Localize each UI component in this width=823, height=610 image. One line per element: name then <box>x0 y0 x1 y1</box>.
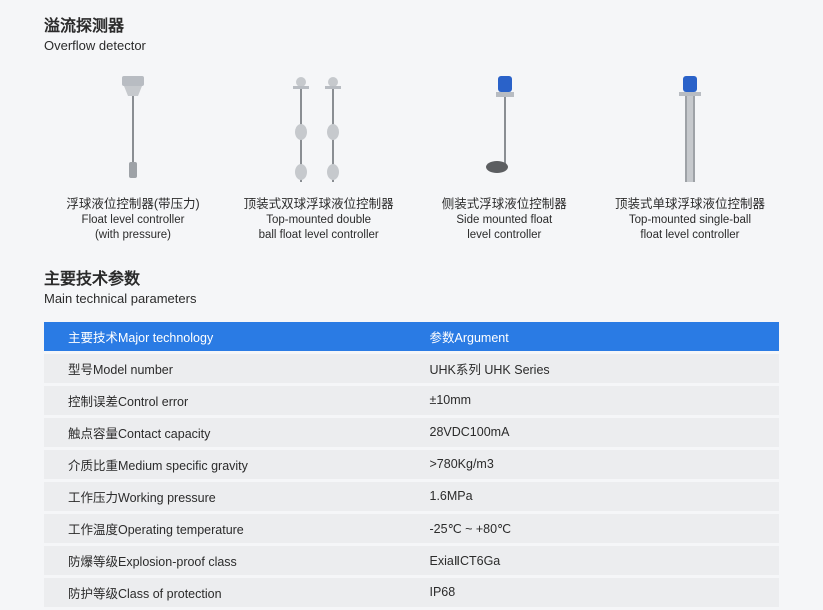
table-row: 介质比重Medium specific gravity >780Kg/m3 <box>44 448 779 480</box>
params-section: 主要技术参数 Main technical parameters <box>44 265 779 306</box>
table-row: 工作温度Operating temperature -25℃ ~ +80℃ <box>44 512 779 544</box>
product-name-cn: 浮球液位控制器(带压力) <box>44 193 222 212</box>
product-image <box>44 71 222 191</box>
table-header-val: 参数Argument <box>412 322 780 353</box>
table-row: 防护等级Class of protection IP68 <box>44 576 779 608</box>
table-row: 控制误差Control error ±10mm <box>44 384 779 416</box>
page-title-en: Overflow detector <box>44 38 779 53</box>
table-row: 触点容量Contact capacity 28VDC100mA <box>44 416 779 448</box>
table-cell-key: 介质比重Medium specific gravity <box>44 448 412 480</box>
product-image <box>601 71 779 191</box>
product-name-cn: 侧装式浮球液位控制器 <box>415 193 593 212</box>
table-cell-key: 工作温度Operating temperature <box>44 512 412 544</box>
product-name-en: Float level controller <box>44 213 222 227</box>
product-card: 顶装式双球浮球液位控制器 Top-mounted double ball flo… <box>230 71 408 243</box>
table-cell-val: >780Kg/m3 <box>412 448 780 480</box>
top-mounted-double-ball-icon <box>279 74 359 189</box>
params-title-cn: 主要技术参数 <box>44 265 779 289</box>
product-name-en: Side mounted float <box>415 213 593 227</box>
product-name-en-2: level controller <box>415 228 593 242</box>
product-card: 侧装式浮球液位控制器 Side mounted float level cont… <box>415 71 593 243</box>
product-name-cn: 顶装式单球浮球液位控制器 <box>601 193 779 212</box>
table-cell-val: ExiaⅡCT6Ga <box>412 544 780 576</box>
params-table: 主要技术Major technology 参数Argument 型号Model … <box>44 322 779 610</box>
product-image <box>415 71 593 191</box>
table-header-row: 主要技术Major technology 参数Argument <box>44 322 779 353</box>
table-cell-key: 防护等级Class of protection <box>44 576 412 608</box>
table-row: 防爆等级Explosion-proof class ExiaⅡCT6Ga <box>44 544 779 576</box>
product-name-en-2: float level controller <box>601 228 779 242</box>
table-row: 工作压力Working pressure 1.6MPa <box>44 480 779 512</box>
table-cell-val: 1.6MPa <box>412 480 780 512</box>
product-name-cn: 顶装式双球浮球液位控制器 <box>230 193 408 212</box>
page-title-cn: 溢流探测器 <box>44 12 779 36</box>
table-header-key: 主要技术Major technology <box>44 322 412 353</box>
table-cell-val: ±10mm <box>412 384 780 416</box>
float-controller-pressure-icon <box>108 74 158 189</box>
product-row: 浮球液位控制器(带压力) Float level controller (wit… <box>44 71 779 243</box>
product-name-en-2: (with pressure) <box>44 228 222 242</box>
side-mounted-float-icon <box>474 74 534 189</box>
table-cell-val: 28VDC100mA <box>412 416 780 448</box>
table-cell-key: 工作压力Working pressure <box>44 480 412 512</box>
table-cell-key: 型号Model number <box>44 352 412 384</box>
table-cell-key: 触点容量Contact capacity <box>44 416 412 448</box>
product-name-en: Top-mounted double <box>230 213 408 227</box>
table-row: 型号Model number UHK系列 UHK Series <box>44 352 779 384</box>
product-name-en-2: ball float level controller <box>230 228 408 242</box>
product-card: 顶装式单球浮球液位控制器 Top-mounted single-ball flo… <box>601 71 779 243</box>
table-cell-key: 控制误差Control error <box>44 384 412 416</box>
top-mounted-single-ball-icon <box>665 74 715 189</box>
params-title-en: Main technical parameters <box>44 291 779 306</box>
table-cell-val: -25℃ ~ +80℃ <box>412 512 780 544</box>
product-name-en: Top-mounted single-ball <box>601 213 779 227</box>
table-cell-key: 防爆等级Explosion-proof class <box>44 544 412 576</box>
product-image <box>230 71 408 191</box>
product-card: 浮球液位控制器(带压力) Float level controller (wit… <box>44 71 222 243</box>
table-cell-val: IP68 <box>412 576 780 608</box>
table-cell-val: UHK系列 UHK Series <box>412 352 780 384</box>
